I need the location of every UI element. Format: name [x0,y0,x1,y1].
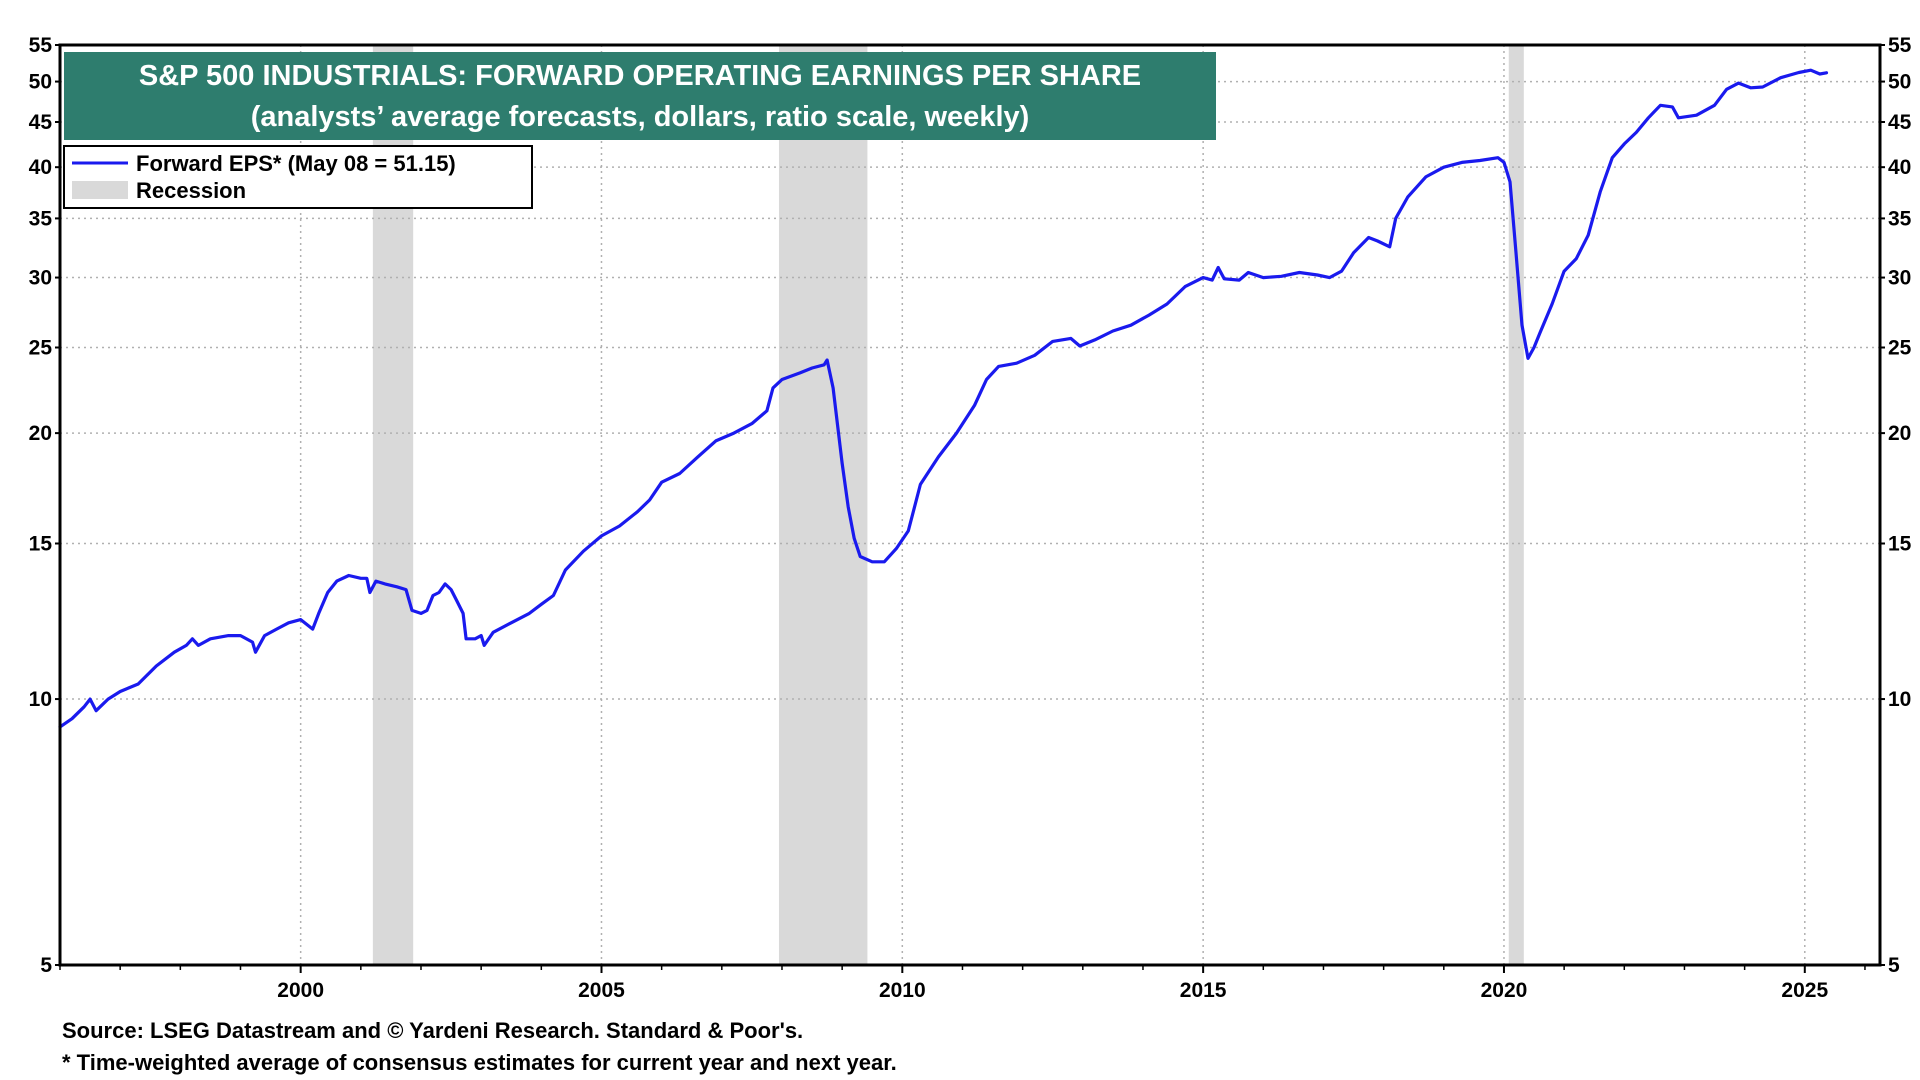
y-tick-label-right: 50 [1888,71,1911,94]
y-tick-label-right: 15 [1888,532,1912,555]
y-tick-label-right: 35 [1888,207,1912,230]
y-tick-label-right: 25 [1888,337,1912,360]
y-tick-label-left: 10 [29,688,52,711]
x-tick-label: 2025 [1781,979,1828,1002]
y-tick-label-right: 30 [1888,267,1911,290]
chart-subtitle: (analysts’ average forecasts, dollars, r… [251,101,1030,133]
footer-note: * Time-weighted average of consensus est… [62,1050,897,1075]
series-line-forward-eps [58,68,1829,729]
y-tick-label-right: 10 [1888,688,1911,711]
x-tick-label: 2010 [879,979,926,1002]
plot-frame [58,43,1882,967]
y-tick-label-right: 5 [1888,954,1900,977]
y-axis-right: 5 10 15 20 25 30 35 40 45 50 55 [1880,34,1912,977]
recession-band-2 [778,45,868,965]
y-tick-label-left: 5 [40,954,52,977]
y-tick-label-right: 45 [1888,111,1912,134]
x-axis: 2000 2005 2010 2015 2020 2025 [59,965,1866,1002]
x-tick-label: 2020 [1481,979,1528,1002]
y-tick-label-left: 30 [29,267,52,290]
legend-box [63,145,533,209]
series-layer [58,68,1829,729]
x-tick-label: 2005 [578,979,625,1002]
legend-recession-label: Recession [136,178,246,203]
y-axis-left: 5 10 15 20 25 30 35 40 45 50 55 [29,34,60,977]
legend-series-label: Forward EPS* (May 08 = 51.15) [136,151,456,176]
y-tick-label-left: 55 [29,34,53,57]
footer-source: Source: LSEG Datastream and © Yardeni Re… [62,1018,804,1043]
x-tick-label: 2000 [277,979,324,1002]
y-tick-label-left: 45 [29,111,53,134]
legend-recession-swatch [72,181,128,199]
y-tick-label-left: 25 [29,337,53,360]
y-tick-label-right: 40 [1888,156,1911,179]
y-tick-label-left: 20 [29,422,52,445]
y-tick-label-right: 55 [1888,34,1912,57]
y-tick-label-left: 40 [29,156,52,179]
y-tick-label-left: 50 [29,71,52,94]
y-tick-label-left: 15 [29,532,53,555]
chart-title: S&P 500 INDUSTRIALS: FORWARD OPERATING E… [139,60,1141,92]
y-tick-label-right: 20 [1888,422,1911,445]
title-box [64,52,1216,140]
y-tick-label-left: 35 [29,207,53,230]
x-tick-label: 2015 [1180,979,1227,1002]
recession-band-3 [1508,45,1524,965]
